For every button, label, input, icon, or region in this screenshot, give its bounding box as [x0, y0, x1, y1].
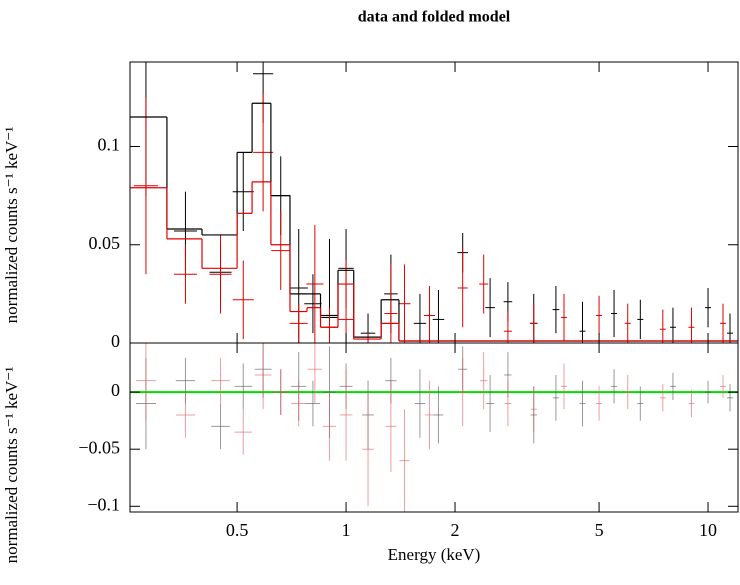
- axes: 0 0.05 0.1 −0.1 −0.05 0 0.5 1 2 5 10: [78, 61, 739, 540]
- chart-title: data and folded model: [358, 9, 511, 26]
- plot-frame: [129, 342, 739, 513]
- x-axis-label: Energy (keV): [388, 545, 481, 564]
- top-panel-marks: [130, 62, 738, 343]
- x-tick-label: 1: [342, 520, 351, 540]
- plot-frame: [129, 61, 739, 344]
- y-axis-label: normalized counts s⁻¹ keV⁻¹: [2, 367, 21, 564]
- y-tick-label: 0.05: [89, 233, 121, 253]
- bottom-panel-marks: [130, 343, 738, 512]
- x-tick-label: 0.5: [226, 520, 249, 540]
- y-tick-label: −0.1: [87, 494, 120, 514]
- y-tick-label: 0: [111, 331, 120, 351]
- y-tick-label: 0: [111, 380, 120, 400]
- y-axis-label: normalized counts s⁻¹ keV⁻¹: [2, 127, 21, 324]
- x-tick-label: 5: [595, 520, 604, 540]
- x-tick-label: 2: [451, 520, 460, 540]
- x-tick-label: 10: [699, 520, 717, 540]
- y-tick-label: 0.1: [98, 135, 121, 155]
- y-tick-label: −0.05: [78, 437, 120, 457]
